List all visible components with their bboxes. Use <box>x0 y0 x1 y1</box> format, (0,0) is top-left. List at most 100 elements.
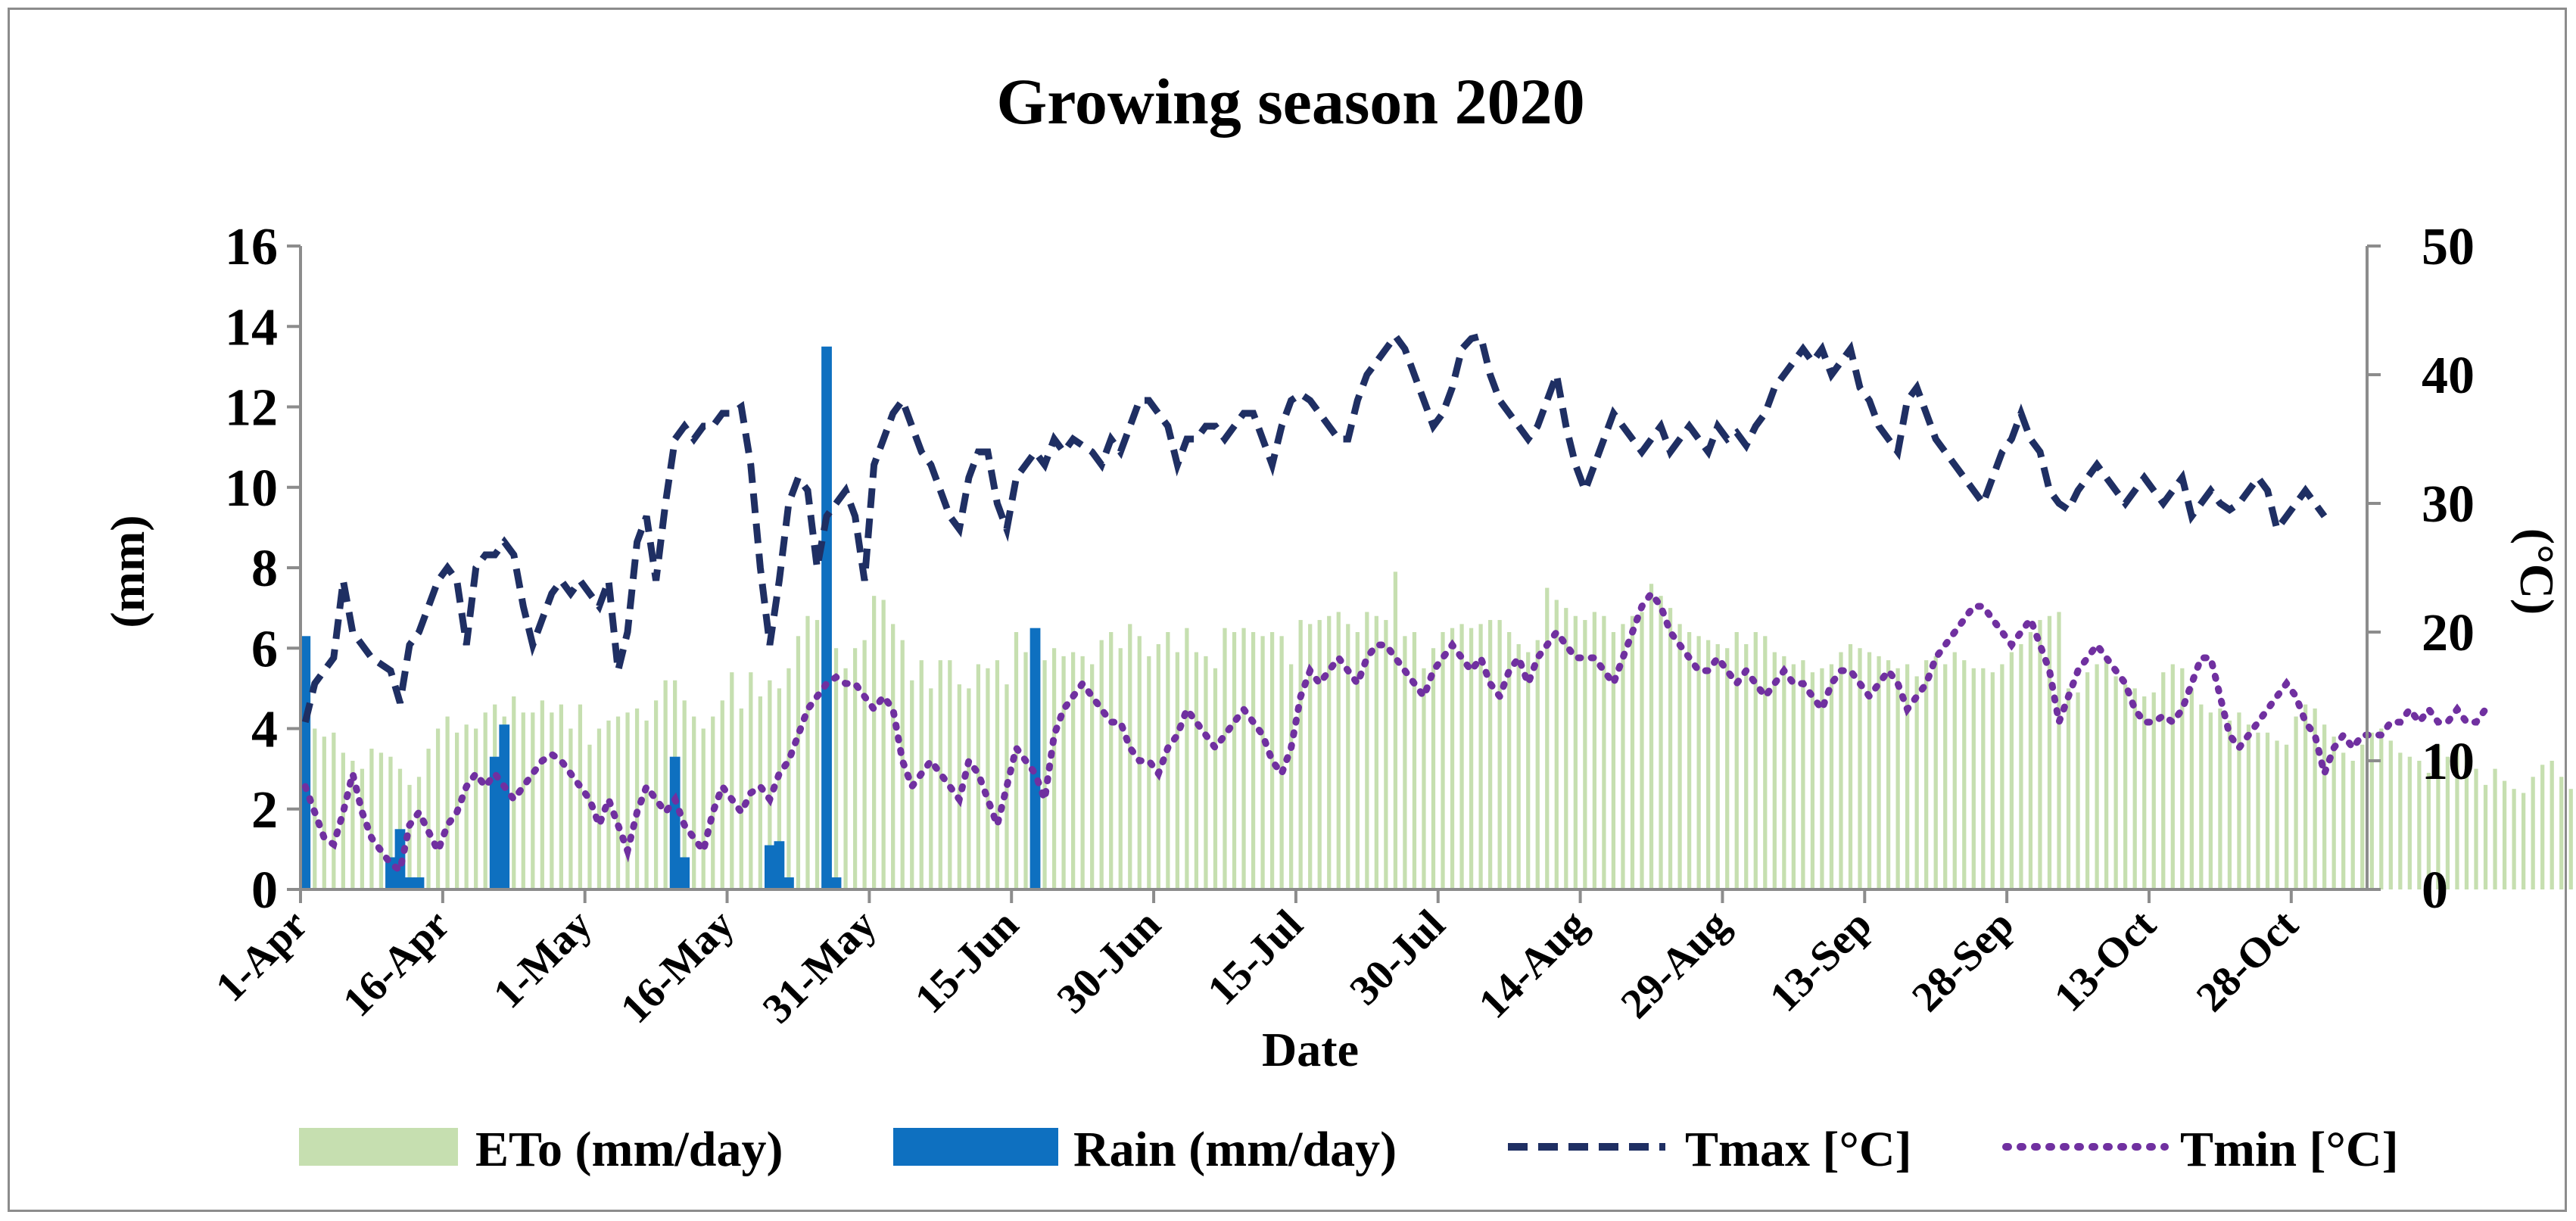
eto-bar <box>2341 752 2346 889</box>
y-left-tick-label: 6 <box>251 620 278 678</box>
y-left-tick-label: 4 <box>251 701 278 759</box>
rain-bar <box>774 841 785 889</box>
eto-bar <box>378 752 384 889</box>
eto-bar <box>805 615 810 889</box>
eto-bar <box>1355 632 1360 889</box>
x-tick-label: 15-Jun <box>906 901 1027 1022</box>
eto-bar <box>2028 632 2033 889</box>
eto-bar <box>2047 615 2052 889</box>
eto-bar <box>1412 632 1417 889</box>
eto-bar <box>1981 668 1986 889</box>
y-left-tick-label: 8 <box>251 540 278 598</box>
x-tick-label: 30-Jul <box>1341 901 1453 1014</box>
eto-bar <box>1469 628 1474 889</box>
eto-bar <box>2132 688 2137 889</box>
eto-bar <box>881 600 886 889</box>
eto-bar <box>1194 652 1199 889</box>
eto-bar <box>2407 756 2412 889</box>
tmax-line <box>301 330 2328 724</box>
eto-bar <box>2303 704 2308 889</box>
eto-bar <box>2256 732 2260 889</box>
eto-bar <box>2388 740 2393 889</box>
eto-bar <box>2066 688 2071 889</box>
eto-bar <box>521 712 525 889</box>
rain-bar <box>404 877 415 889</box>
eto-bar <box>1820 668 1824 889</box>
y-left-tick-label: 10 <box>225 459 278 518</box>
eto-bar <box>1260 636 1265 889</box>
eto-bar <box>464 724 469 889</box>
eto-bar <box>2275 740 2279 889</box>
eto-bar <box>1564 608 1568 889</box>
eto-bar <box>1441 632 1445 889</box>
eto-bar <box>2284 744 2289 889</box>
eto-bar <box>332 732 336 889</box>
eto-bar <box>1393 572 1398 889</box>
eto-bar <box>2000 664 2004 889</box>
legend-swatch-rain <box>893 1128 1058 1166</box>
eto-bar <box>1696 636 1701 889</box>
eto-bar <box>1602 615 1606 889</box>
eto-bar <box>2104 660 2109 889</box>
eto-bar <box>1422 668 1426 889</box>
eto-bar <box>2151 692 2156 889</box>
legend-label-tmax: Tmax [°C] <box>1685 1122 1912 1177</box>
y-axis-left-label: (mm) <box>101 515 154 628</box>
eto-bar <box>1507 632 1512 889</box>
y-left-tick-label: 12 <box>225 379 278 438</box>
eto-bar <box>1640 612 1644 889</box>
eto-bar <box>1791 664 1796 889</box>
eto-bar <box>1317 620 1322 889</box>
eto-bar <box>2417 761 2422 889</box>
eto-bar <box>1346 624 1350 889</box>
eto-bar <box>2550 761 2554 889</box>
eto-bar <box>711 716 715 889</box>
eto-bar <box>1848 643 1853 889</box>
eto-bar <box>862 640 867 889</box>
eto-bar <box>1630 615 1635 889</box>
eto-bar <box>388 756 393 889</box>
eto-bar <box>1725 648 1730 889</box>
eto-bar <box>1403 636 1407 889</box>
eto-bar <box>995 660 1000 889</box>
eto-bar <box>1990 672 1995 889</box>
eto-bar <box>625 712 630 889</box>
eto-bar <box>2493 768 2497 889</box>
x-tick-label: 16-Apr <box>334 901 459 1026</box>
eto-bar <box>2483 784 2488 889</box>
rain-bar <box>300 636 311 889</box>
eto-bar <box>1933 656 1938 889</box>
eto-bar <box>2531 777 2535 889</box>
eto-bar <box>1241 628 1246 889</box>
eto-bar <box>1269 632 1275 889</box>
eto-bar <box>1924 660 1929 889</box>
eto-bar <box>986 668 990 889</box>
eto-bar <box>1185 628 1189 889</box>
eto-bar <box>531 712 535 889</box>
eto-bar <box>1279 636 1284 889</box>
eto-bar <box>891 624 896 889</box>
eto-bar <box>1829 664 1834 889</box>
y-right-tick-label: 10 <box>2422 733 2475 791</box>
eto-bar <box>644 720 649 889</box>
eto-bar <box>2474 768 2478 889</box>
eto-bar <box>1763 636 1768 889</box>
eto-bar <box>2237 712 2241 889</box>
eto-bar <box>1753 632 1758 889</box>
eto-bar <box>435 728 441 889</box>
eto-bar <box>369 749 374 889</box>
eto-bar <box>1905 664 1910 889</box>
eto-bar <box>2161 672 2166 889</box>
eto-bar <box>615 716 621 889</box>
eto-bar <box>1715 643 1720 889</box>
eto-bar <box>2189 688 2194 889</box>
eto-bar <box>2038 620 2042 889</box>
eto-bar <box>1090 664 1095 889</box>
eto-bar <box>1621 624 1625 889</box>
eto-bar <box>1895 668 1900 889</box>
eto-bar <box>596 728 602 889</box>
eto-bar <box>1118 648 1123 889</box>
eto-bar <box>1166 632 1170 889</box>
eto-bar <box>2398 752 2403 889</box>
eto-bar <box>730 672 734 889</box>
